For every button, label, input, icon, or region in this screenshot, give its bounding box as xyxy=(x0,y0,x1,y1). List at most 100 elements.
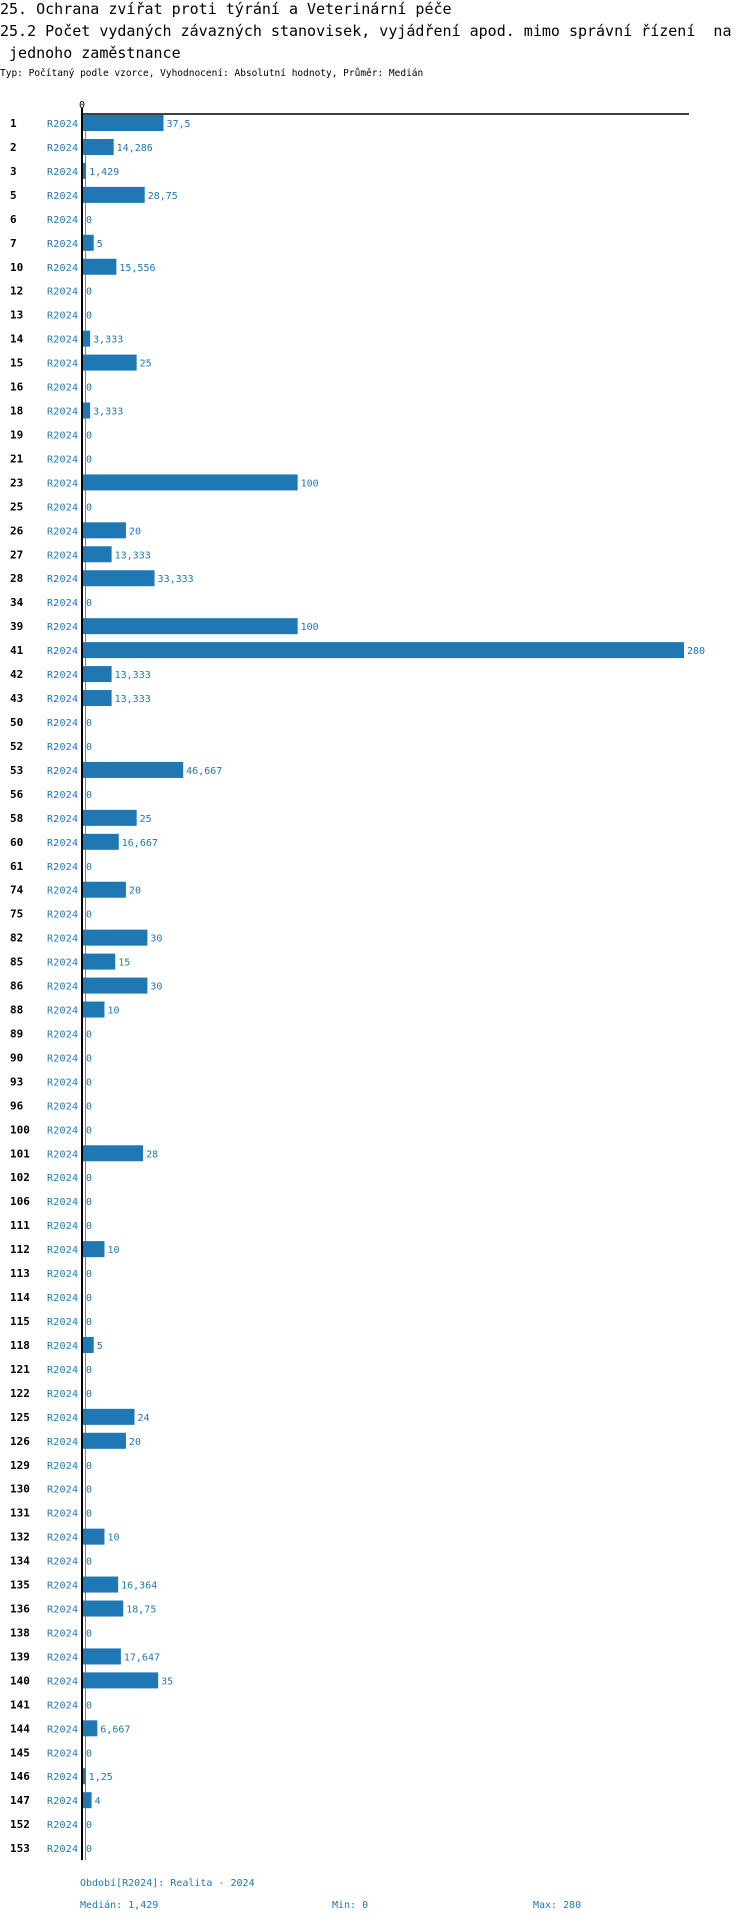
category-label: 25 xyxy=(10,500,23,513)
series-label: R2024 xyxy=(47,838,78,849)
value-label: 46,667 xyxy=(186,766,222,777)
series-label: R2024 xyxy=(47,1245,78,1256)
category-label: 75 xyxy=(10,908,23,921)
value-label: 0 xyxy=(86,502,92,513)
value-label: 0 xyxy=(86,287,92,298)
series-label: R2024 xyxy=(47,1748,78,1759)
category-label: 102 xyxy=(10,1171,30,1184)
series-label: R2024 xyxy=(47,598,78,609)
category-label: 152 xyxy=(10,1818,30,1831)
bar xyxy=(83,1648,121,1665)
category-label: 56 xyxy=(10,788,24,801)
category-label: 135 xyxy=(10,1579,30,1592)
category-label: 34 xyxy=(10,596,24,609)
category-label: 19 xyxy=(10,428,23,441)
series-label: R2024 xyxy=(47,1485,78,1496)
bar xyxy=(83,1528,105,1545)
category-label: 126 xyxy=(10,1435,30,1448)
series-label: R2024 xyxy=(47,1413,78,1424)
series-label: R2024 xyxy=(47,478,78,489)
bar xyxy=(83,666,112,683)
category-label: 132 xyxy=(10,1531,30,1544)
series-label: R2024 xyxy=(47,1724,78,1735)
series-label: R2024 xyxy=(47,1700,78,1711)
bar xyxy=(83,234,94,251)
category-label: 93 xyxy=(10,1075,23,1088)
series-label: R2024 xyxy=(47,1053,78,1064)
value-label: 18,75 xyxy=(126,1605,156,1616)
category-label: 58 xyxy=(10,812,23,825)
category-label: 74 xyxy=(10,884,24,897)
chart-type-info: Typ: Počítaný podle vzorce, Vyhodnocení:… xyxy=(0,68,424,79)
series-label: R2024 xyxy=(47,1844,78,1855)
category-label: 101 xyxy=(10,1147,30,1160)
series-label: R2024 xyxy=(47,502,78,513)
value-label: 0 xyxy=(86,454,92,465)
series-label: R2024 xyxy=(47,1365,78,1376)
series-label: R2024 xyxy=(47,1772,78,1783)
bar xyxy=(83,642,684,659)
series-label: R2024 xyxy=(47,1820,78,1831)
value-label: 0 xyxy=(86,1173,92,1184)
value-label: 25 xyxy=(140,359,152,370)
series-label: R2024 xyxy=(47,526,78,537)
category-label: 21 xyxy=(10,452,24,465)
value-label: 33,333 xyxy=(158,574,194,585)
footer-median: Medián: 1,429 xyxy=(80,1900,159,1911)
value-label: 100 xyxy=(301,622,319,633)
series-label: R2024 xyxy=(47,1796,78,1807)
value-label: 0 xyxy=(86,311,92,322)
series-label: R2024 xyxy=(47,1341,78,1352)
series-label: R2024 xyxy=(47,1029,78,1040)
bar xyxy=(83,1792,92,1809)
bar xyxy=(83,881,126,898)
series-label: R2024 xyxy=(47,383,78,394)
series-label: R2024 xyxy=(47,215,78,226)
series-label: R2024 xyxy=(47,1437,78,1448)
bar xyxy=(83,162,87,179)
category-label: 2 xyxy=(10,141,17,154)
category-label: 136 xyxy=(10,1603,30,1616)
category-label: 86 xyxy=(10,980,24,993)
chart-subtitle-line1: 25.2 Počet vydaných závazných stanovisek… xyxy=(0,22,732,40)
chart-title: 25. Ochrana zvířat proti týrání a Veteri… xyxy=(0,0,452,18)
footer-max: Max: 280 xyxy=(533,1900,582,1911)
category-label: 23 xyxy=(10,476,23,489)
value-label: 0 xyxy=(86,1820,92,1831)
series-label: R2024 xyxy=(47,910,78,921)
category-label: 122 xyxy=(10,1387,30,1400)
value-label: 37,5 xyxy=(166,119,190,130)
value-label: 28,75 xyxy=(148,191,178,202)
series-label: R2024 xyxy=(47,143,78,154)
chart-subtitle-line2: jednoho zaměstnance xyxy=(0,44,181,62)
series-label: R2024 xyxy=(47,454,78,465)
series-label: R2024 xyxy=(47,407,78,418)
series-label: R2024 xyxy=(47,1101,78,1112)
category-label: 1 xyxy=(10,117,17,130)
series-label: R2024 xyxy=(47,886,78,897)
bar xyxy=(83,1768,86,1785)
category-label: 26 xyxy=(10,524,24,537)
bar xyxy=(83,522,126,539)
value-label: 0 xyxy=(86,1461,92,1472)
category-label: 5 xyxy=(10,189,17,202)
category-label: 130 xyxy=(10,1483,30,1496)
bar xyxy=(83,354,137,371)
bar xyxy=(83,474,298,491)
category-label: 100 xyxy=(10,1123,30,1136)
category-label: 43 xyxy=(10,692,23,705)
bar xyxy=(83,1720,98,1737)
series-label: R2024 xyxy=(47,1628,78,1639)
value-label: 0 xyxy=(86,790,92,801)
series-label: R2024 xyxy=(47,311,78,322)
category-label: 111 xyxy=(10,1219,30,1232)
bar xyxy=(83,402,91,419)
series-label: R2024 xyxy=(47,862,78,873)
series-label: R2024 xyxy=(47,263,78,274)
category-label: 14 xyxy=(10,333,24,346)
category-label: 96 xyxy=(10,1099,24,1112)
value-label: 10 xyxy=(107,1006,119,1017)
series-label: R2024 xyxy=(47,1077,78,1088)
bar xyxy=(83,546,112,563)
